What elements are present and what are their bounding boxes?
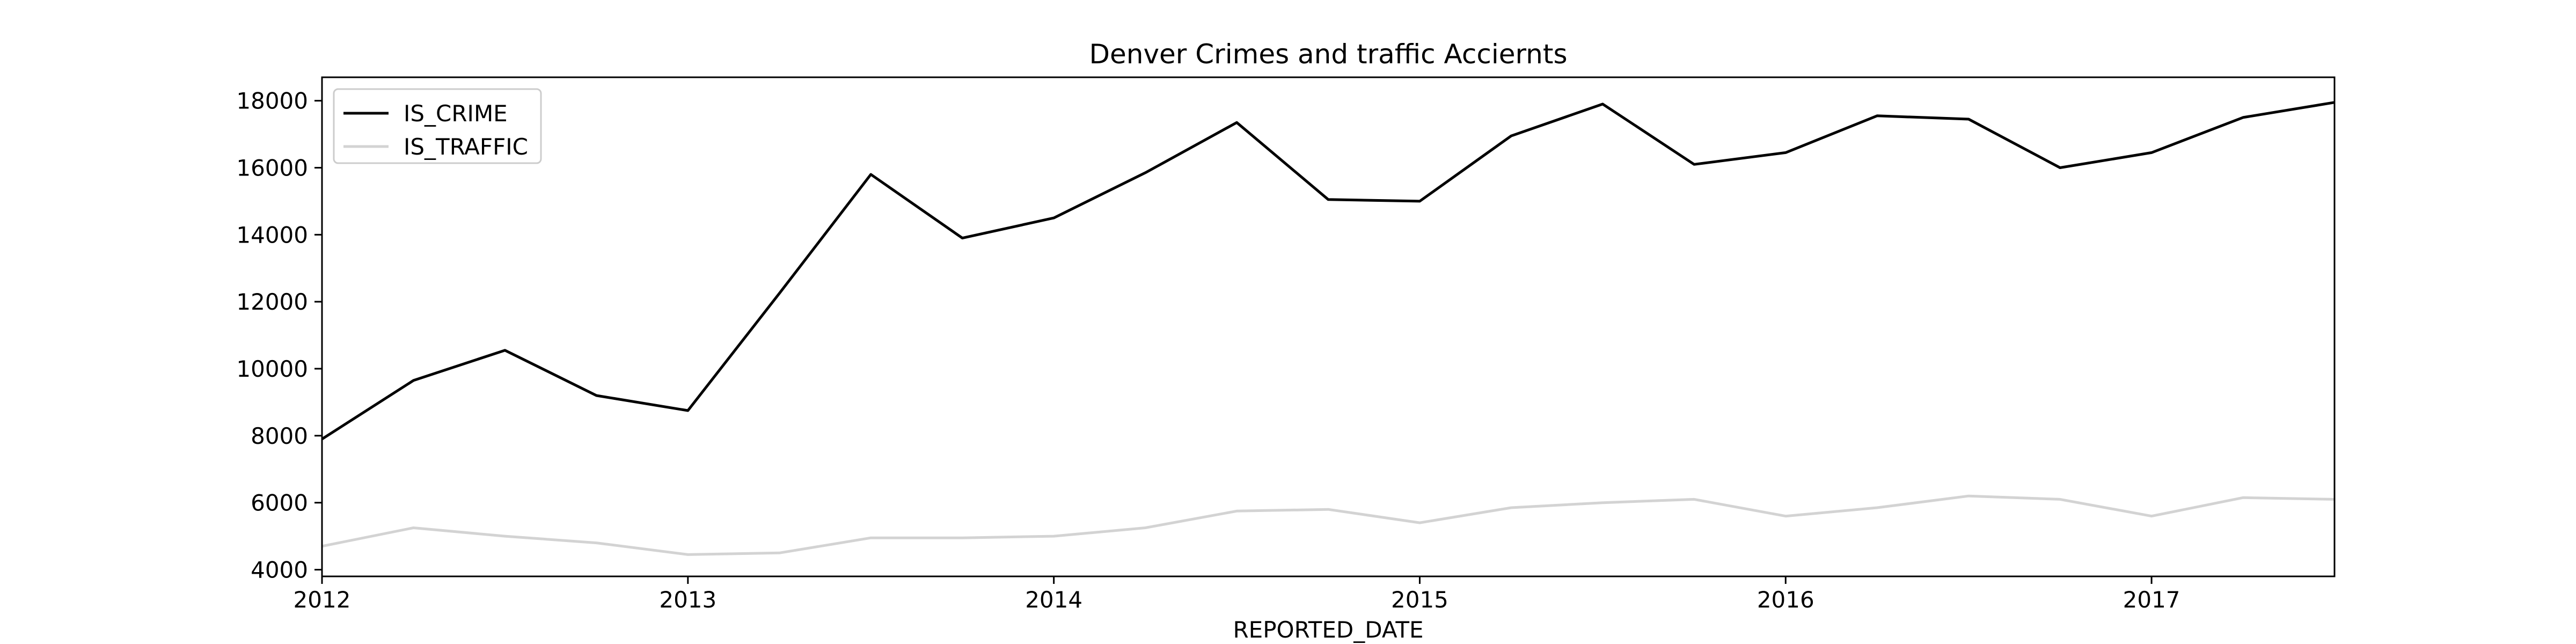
y-tick-label: 18000	[236, 88, 308, 114]
x-tick-label: 2015	[1391, 587, 1448, 613]
legend-box	[333, 88, 542, 164]
x-tick-label: 2016	[1757, 587, 1814, 613]
x-axis-title: REPORTED_DATE	[1233, 617, 1423, 643]
x-axis: 2012 2013 2014 2015 2016 2017	[294, 576, 2180, 613]
chart-title: Denver Crimes and traffic Acciernts	[1089, 39, 1568, 70]
y-tick-label: 10000	[236, 356, 308, 382]
legend-label-is-crime: IS_CRIME	[404, 100, 508, 127]
x-tick-label: 2017	[2123, 587, 2180, 613]
y-tick-label: 8000	[251, 423, 308, 449]
legend: IS_CRIME IS_TRAFFIC	[333, 88, 542, 164]
y-axis: 4000 6000 8000 10000 12000 14000 16000 18000	[236, 88, 322, 583]
y-tick-label: 12000	[236, 289, 308, 315]
series-line-is-crime	[321, 101, 2335, 441]
x-tick-label: 2014	[1025, 587, 1082, 613]
y-tick-label: 14000	[236, 222, 308, 248]
x-tick-label: 2013	[659, 587, 716, 613]
series-line-is-traffic	[321, 494, 2335, 556]
y-tick-label: 16000	[236, 155, 308, 181]
x-tick-label: 2012	[294, 587, 351, 613]
legend-label-is-traffic: IS_TRAFFIC	[404, 134, 528, 160]
y-tick-label: 6000	[251, 490, 308, 516]
y-tick-label: 4000	[251, 557, 308, 583]
series-layer	[321, 101, 2335, 556]
plot-area-frame	[321, 76, 2336, 577]
